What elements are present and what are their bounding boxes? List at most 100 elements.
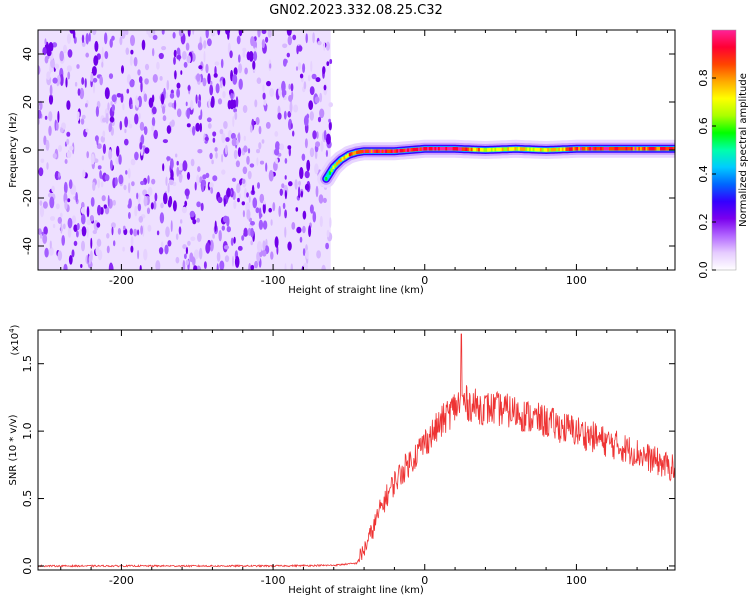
- snr-y-axis: 0.0 0.5 1.0 1.5: [21, 355, 675, 575]
- noise-speck: [59, 74, 64, 86]
- noise-speck: [109, 121, 113, 132]
- noise-speck: [182, 160, 188, 172]
- noise-speck: [226, 226, 231, 233]
- noise-speck: [101, 195, 106, 202]
- noise-speck: [262, 200, 266, 205]
- ridge-cell: [518, 147, 521, 151]
- spectrogram-ridge: [317, 139, 675, 188]
- noise-speck: [111, 104, 116, 112]
- noise-speck: [77, 88, 81, 96]
- ridge-cell: [368, 149, 371, 153]
- ridge-cell: [465, 147, 468, 151]
- noise-speck: [124, 138, 129, 146]
- noise-speck: [143, 126, 148, 136]
- ridge-cell: [594, 147, 597, 151]
- noise-speck: [92, 181, 96, 191]
- noise-speck: [302, 210, 307, 220]
- noise-speck: [315, 185, 319, 198]
- snr-x-label: Height of straight line (km): [288, 585, 424, 596]
- noise-speck: [109, 38, 113, 48]
- ridge-cell: [656, 147, 659, 151]
- noise-speck: [309, 86, 315, 96]
- noise-speck: [259, 213, 263, 218]
- noise-speck: [319, 108, 325, 119]
- ridge-cell: [414, 147, 417, 152]
- noise-speck: [74, 81, 78, 87]
- noise-speck: [165, 226, 170, 238]
- noise-speck: [200, 202, 204, 212]
- noise-speck: [265, 36, 269, 43]
- noise-speck: [305, 249, 309, 260]
- ridge-cell: [439, 147, 442, 151]
- noise-speck: [133, 56, 138, 67]
- noise-speck: [214, 147, 218, 152]
- noise-speck: [196, 201, 201, 208]
- noise-speck: [310, 60, 313, 72]
- ridge-cell: [332, 165, 335, 170]
- noise-speck: [76, 222, 80, 231]
- spectrogram-y-axis: -40 -20 0 20 40: [21, 47, 675, 255]
- y-tick-label: 0.0: [21, 557, 34, 575]
- ridge-cell: [658, 147, 661, 151]
- ridge-cell: [660, 147, 663, 151]
- noise-speck: [57, 250, 63, 261]
- noise-speck: [180, 219, 183, 224]
- noise-speck: [242, 51, 246, 58]
- ridge-cell: [600, 147, 603, 151]
- ridge-cell: [612, 147, 615, 151]
- snr-y-label: SNR (10 * v/v): [8, 414, 19, 485]
- noise-speck: [233, 149, 238, 160]
- noise-speck: [86, 219, 92, 226]
- ridge-cell: [350, 152, 353, 156]
- noise-speck: [81, 213, 86, 225]
- noise-speck: [130, 34, 135, 47]
- ridge-cell: [405, 148, 408, 153]
- noise-speck: [73, 185, 77, 195]
- noise-speck: [102, 130, 106, 138]
- snr-y-scale-exponent: 4: [8, 328, 16, 333]
- ridge-cell: [385, 149, 388, 153]
- noise-speck: [130, 103, 133, 110]
- ridge-cell: [370, 149, 373, 153]
- ridge-cell: [527, 147, 530, 152]
- noise-speck: [268, 207, 273, 213]
- spectrogram-x-axis: -200 -100 0 100: [60, 30, 668, 287]
- noise-speck: [187, 85, 191, 91]
- noise-speck: [284, 263, 287, 270]
- noise-speck: [110, 101, 113, 106]
- spectrogram-x-label: Height of straight line (km): [288, 285, 424, 296]
- noise-speck: [254, 99, 258, 108]
- noise-speck: [162, 139, 168, 144]
- noise-speck: [234, 255, 240, 268]
- noise-speck: [44, 38, 47, 46]
- noise-speck: [167, 183, 170, 193]
- noise-speck: [97, 165, 102, 170]
- noise-speck: [38, 65, 41, 76]
- ridge-cell: [592, 147, 595, 151]
- noise-speck: [291, 91, 294, 100]
- noise-speck: [136, 192, 139, 200]
- noise-speck: [237, 245, 243, 251]
- noise-speck: [59, 50, 64, 62]
- noise-speck: [180, 70, 183, 75]
- noise-speck: [167, 240, 172, 247]
- noise-speck: [259, 193, 265, 204]
- noise-speck: [99, 170, 102, 179]
- noise-speck: [256, 77, 262, 84]
- noise-speck: [210, 30, 216, 37]
- noise-speck: [97, 204, 102, 216]
- noise-speck: [241, 178, 246, 184]
- noise-speck: [212, 131, 217, 137]
- noise-speck: [238, 30, 243, 37]
- noise-speck: [138, 216, 144, 223]
- y-tick-label: 0.5: [21, 490, 34, 508]
- ridge-cell: [416, 147, 419, 152]
- noise-speck: [38, 228, 42, 235]
- noise-speck: [43, 135, 47, 146]
- ridge-cell: [580, 147, 583, 151]
- noise-speck: [287, 241, 292, 251]
- noise-speck: [48, 94, 54, 105]
- noise-speck: [137, 69, 141, 76]
- noise-speck: [216, 251, 221, 262]
- ridge-cell: [509, 147, 512, 151]
